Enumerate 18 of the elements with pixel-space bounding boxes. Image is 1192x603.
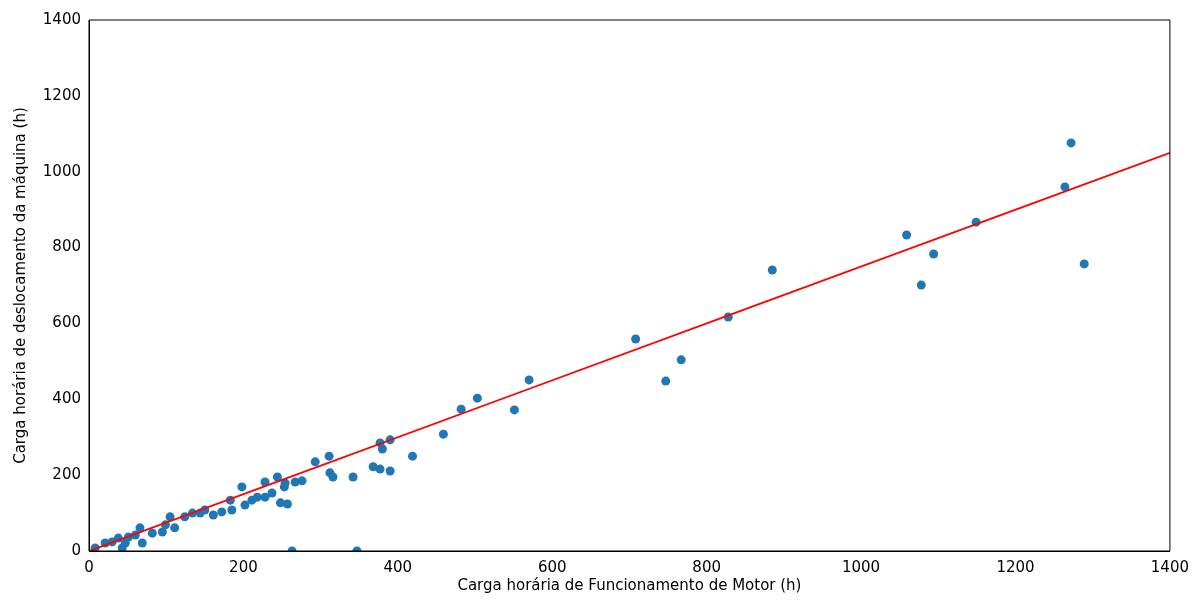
x-tick-label: 0 [84, 557, 94, 576]
x-axis-title: Carga horária de Funcionamento de Motor (h) [457, 575, 802, 594]
y-tick-label: 1200 [42, 85, 81, 104]
y-tick-label: 600 [52, 313, 81, 332]
x-tick-label: 600 [537, 557, 567, 576]
y-axis-title: Carga horária de deslocamento da máquina (h) [10, 107, 29, 464]
y-tick-label: 800 [52, 237, 81, 256]
x-tick-label: 200 [229, 557, 258, 576]
y-tick-label: 200 [52, 465, 81, 484]
x-tick-label: 1200 [996, 557, 1035, 576]
y-tick-label: 1000 [42, 161, 81, 180]
y-tick-label: 400 [52, 389, 81, 408]
x-tick-label: 1400 [1150, 557, 1190, 576]
y-tick-label: 0 [71, 540, 81, 559]
x-tick-label: 400 [383, 557, 413, 576]
y-tick-label: 1400 [42, 9, 81, 28]
x-tick-label: 1000 [841, 557, 881, 576]
x-tick-label: 800 [692, 557, 721, 576]
